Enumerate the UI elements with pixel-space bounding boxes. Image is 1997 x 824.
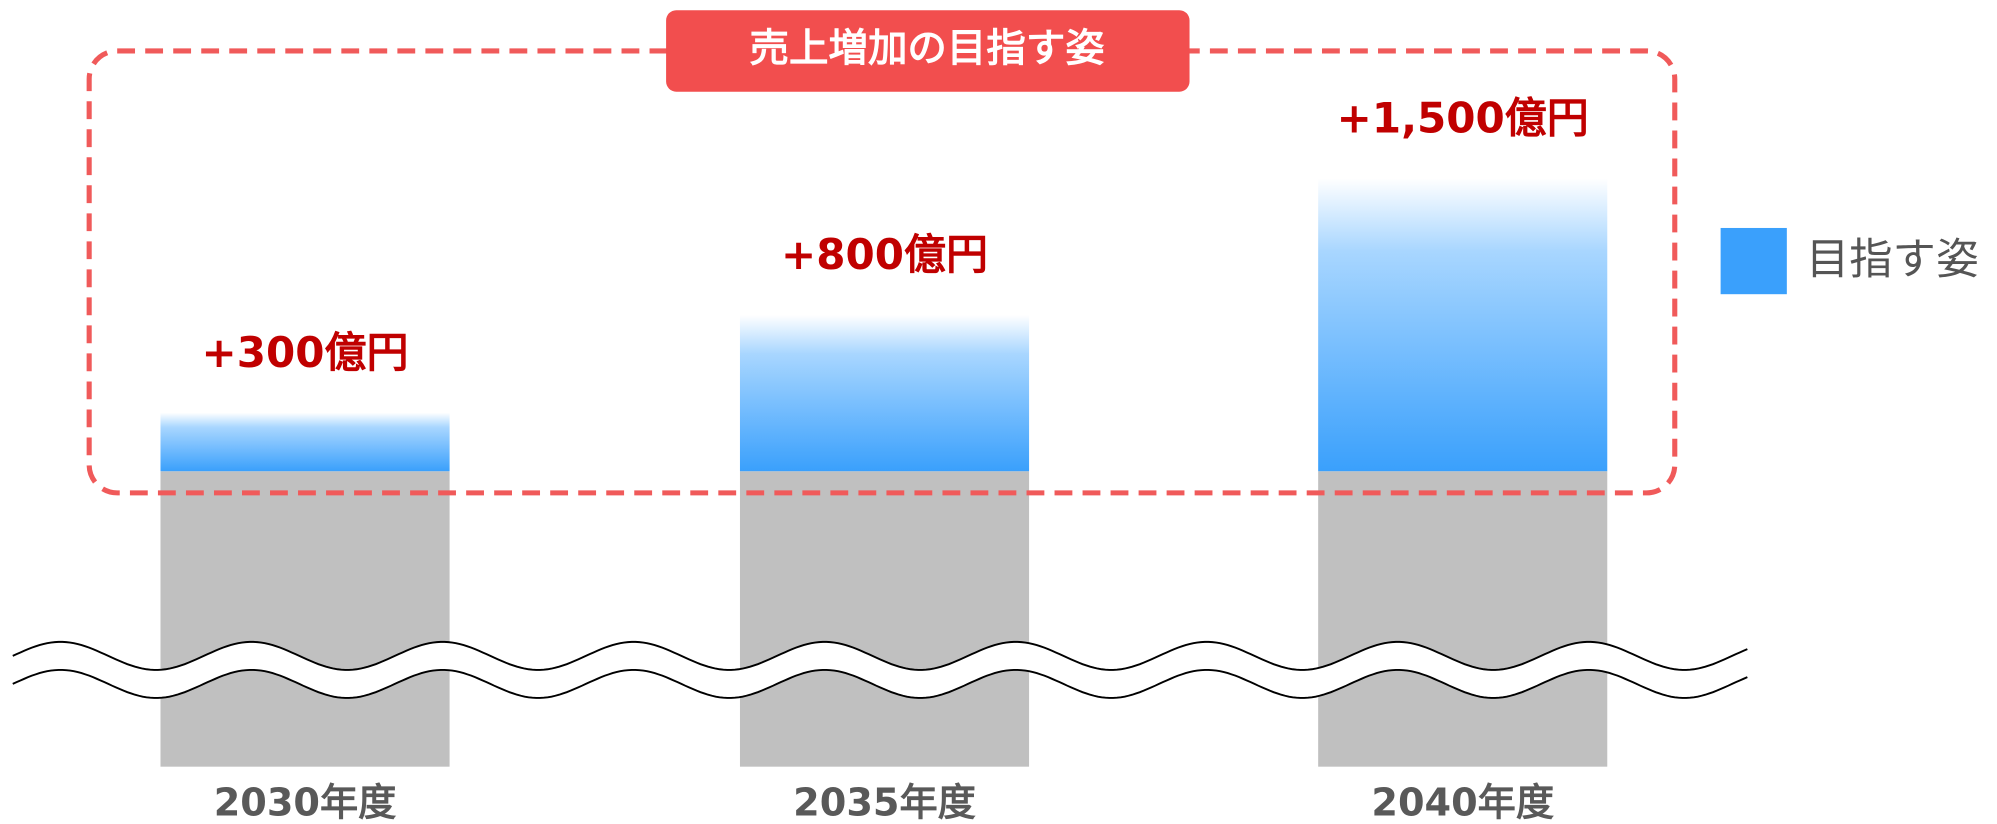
wave-line [12, 668, 1748, 699]
value-label: +800億円 [781, 230, 988, 279]
legend-swatch [1720, 227, 1787, 295]
wave-break [12, 640, 1748, 699]
wave-line [12, 640, 1748, 671]
legend-label: 目指す姿 [1806, 235, 1979, 285]
title-box [666, 10, 1190, 92]
value-label: +1,500億円 [1337, 93, 1589, 142]
bar [1318, 178, 1608, 472]
bars [160, 178, 1608, 767]
value-label: +300億円 [202, 328, 409, 377]
x-tick-label: 2040年度 [1371, 781, 1554, 824]
bar [160, 412, 450, 472]
x-tick-label: 2035年度 [793, 781, 976, 824]
wave-band [12, 641, 1748, 698]
base-bar [739, 471, 1030, 767]
base-bar [1318, 471, 1608, 767]
base-bar [160, 471, 450, 767]
bar [739, 314, 1030, 472]
x-tick-label: 2030年度 [214, 781, 397, 824]
chart-title: 売上増加の目指す姿 [750, 25, 1106, 71]
